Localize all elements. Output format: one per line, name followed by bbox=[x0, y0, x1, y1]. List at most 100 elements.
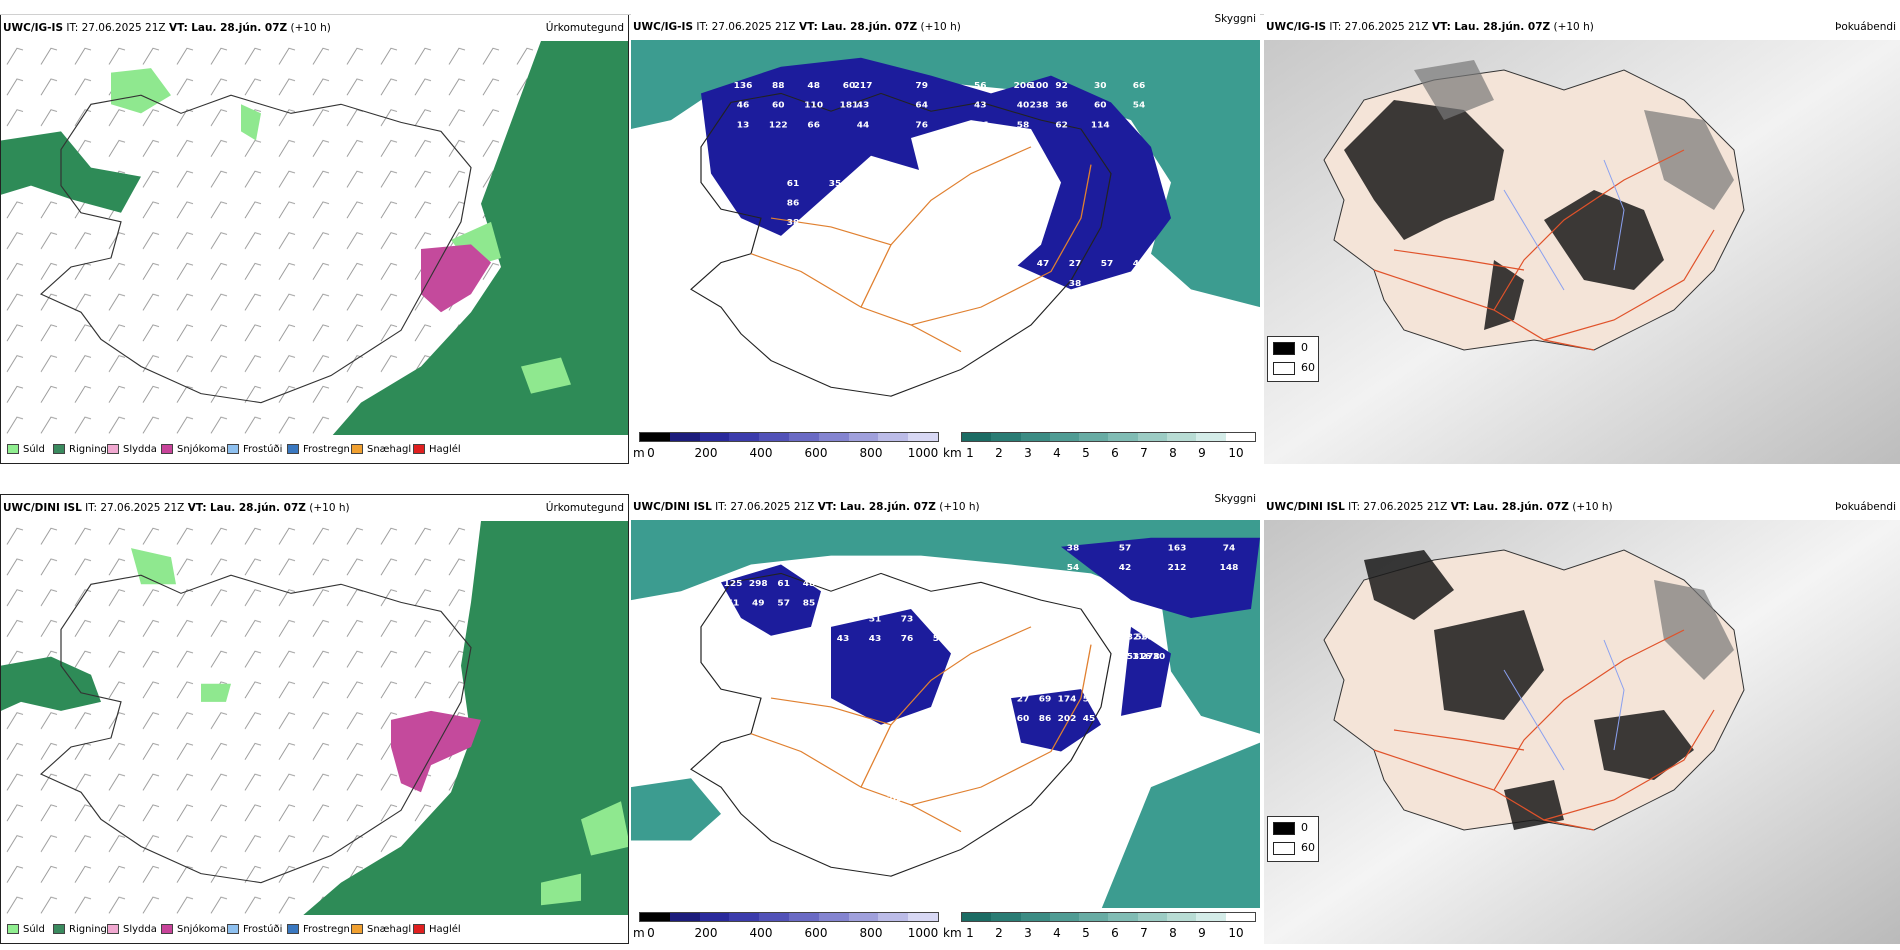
visibility-value: 122 bbox=[769, 121, 788, 130]
visibility-value: 49 bbox=[937, 219, 950, 228]
visibility-value: 79 bbox=[915, 81, 928, 90]
visibility-value: 91 bbox=[904, 795, 917, 804]
valid-label: VT: bbox=[168, 22, 188, 34]
visibility-value: 99 bbox=[937, 179, 950, 188]
legend-item: Frostregn bbox=[287, 444, 350, 456]
visibility-value: 38 bbox=[787, 219, 800, 228]
panel-header: UWC/DINI ISL IT: 27.06.2025 21Z VT: Lau.… bbox=[1, 495, 628, 521]
visibility-value: 49 bbox=[752, 599, 765, 608]
height-tick: 400 bbox=[749, 446, 773, 460]
visibility-tick: 8 bbox=[1169, 926, 1177, 940]
road-network bbox=[1373, 629, 1715, 831]
fog-dense bbox=[1364, 550, 1694, 830]
legend-item: Slydda bbox=[107, 924, 157, 936]
visibility-panel-row2: UWC/DINI ISL IT: 27.06.2025 21Z VT: Lau.… bbox=[631, 494, 1260, 944]
visibility-value: 212 bbox=[1168, 563, 1187, 572]
fog-map[interactable] bbox=[1264, 40, 1900, 464]
visibility-value: 57 bbox=[1119, 544, 1132, 553]
legend-item: Rigning bbox=[53, 924, 107, 936]
colorbar-row: m 0 200 400 600 800 1000 km 1 2 3 4 5 6 … bbox=[631, 428, 1260, 464]
visibility-value: 54 bbox=[1133, 101, 1146, 110]
visibility-value: 38 bbox=[1067, 544, 1080, 553]
visibility-value: 51 bbox=[913, 199, 926, 208]
visibility-value: 148 bbox=[1220, 563, 1239, 572]
visibility-value: 60 bbox=[1094, 101, 1107, 110]
visibility-value: 53 bbox=[1127, 652, 1140, 661]
visibility-tick: 10 bbox=[1228, 446, 1244, 460]
visibility-value: 27 bbox=[1069, 260, 1082, 269]
init-time: IT: 27.06.2025 21Z bbox=[715, 501, 815, 513]
valid-time: Lau. 28.jún. 07Z bbox=[839, 501, 936, 513]
rivers bbox=[1503, 159, 1625, 291]
visibility-value: 181 bbox=[840, 101, 859, 110]
visibility-value: 56 bbox=[974, 81, 987, 90]
visibility-value: 100 bbox=[1030, 81, 1049, 90]
visibility-tick: 6 bbox=[1111, 926, 1119, 940]
rain-area bbox=[331, 41, 628, 437]
fog-title: Þokuábendi bbox=[1835, 21, 1896, 33]
visibility-map[interactable]: 136 217 206 99 61 47 88 79 92 35 35 27 48 56 30 50 75 57 6… bbox=[631, 40, 1260, 430]
lead-time: (+10 h) bbox=[1572, 501, 1613, 513]
visibility-panel-row1: UWC/IG-IS IT: 27.06.2025 21Z VT: Lau. 28… bbox=[631, 14, 1260, 464]
visibility-tick: 5 bbox=[1082, 446, 1090, 460]
visibility-value: 174 bbox=[1058, 695, 1077, 704]
visibility-value: 40 bbox=[1017, 101, 1030, 110]
visibility-value: 87 bbox=[871, 199, 884, 208]
visibility-value: 61 bbox=[787, 179, 800, 188]
visibility-tick: 1 bbox=[966, 926, 974, 940]
visibility-value: 59 bbox=[829, 219, 842, 228]
fog-map[interactable] bbox=[1264, 520, 1900, 944]
visibility-value: 27 bbox=[1017, 695, 1030, 704]
visibility-title: Skyggni bbox=[1214, 14, 1257, 25]
visibility-tick: 1 bbox=[966, 446, 974, 460]
height-unit: m bbox=[633, 926, 645, 940]
visibility-value: 35 bbox=[913, 179, 926, 188]
visibility-value: 111 bbox=[971, 121, 990, 130]
visibility-value: 43 bbox=[869, 635, 882, 644]
legend-item: Rigning bbox=[53, 444, 107, 456]
visibility-colorbar bbox=[961, 432, 1256, 442]
init-time: IT: 27.06.2025 21Z bbox=[85, 502, 185, 514]
precip-map[interactable] bbox=[1, 521, 629, 917]
height-tick: 800 bbox=[859, 446, 883, 460]
visibility-value: 32 bbox=[1127, 633, 1140, 642]
legend-item: Snæhagl bbox=[351, 444, 411, 456]
visibility-value: 35 bbox=[829, 179, 842, 188]
visibility-value: 44 bbox=[969, 199, 982, 208]
visibility-value: 13 bbox=[737, 121, 750, 130]
visibility-value: 76 bbox=[915, 121, 928, 130]
visibility-value: 48 bbox=[807, 81, 820, 90]
fog-moderate bbox=[1654, 580, 1734, 680]
visibility-tick: 6 bbox=[1111, 446, 1119, 460]
visibility-value: 36 bbox=[887, 795, 900, 804]
snow-area bbox=[391, 710, 481, 793]
visibility-tick: 10 bbox=[1228, 926, 1244, 940]
legend-item: Frostúði bbox=[227, 924, 282, 936]
precip-map[interactable] bbox=[1, 41, 629, 437]
visibility-value: 43 bbox=[837, 635, 850, 644]
visibility-tick: 2 bbox=[995, 446, 1003, 460]
visibility-value: 50 bbox=[913, 775, 926, 784]
rain-area-west bbox=[1, 656, 101, 711]
precip-title: Úrkomutegund bbox=[545, 22, 624, 34]
visibility-value: 47 bbox=[937, 199, 950, 208]
visibility-map[interactable]: 125 37 38 27 32 472 298 51 57 69 59 63 61 73 163 174 201… bbox=[631, 520, 1260, 910]
init-time: IT: 27.06.2025 21Z bbox=[1348, 501, 1448, 513]
height-tick: 600 bbox=[804, 446, 828, 460]
valid-label: VT: bbox=[187, 502, 207, 514]
visibility-value: 87 bbox=[969, 219, 982, 228]
visibility-value: 50 bbox=[1001, 179, 1014, 188]
legend-item: Haglél bbox=[413, 924, 461, 936]
fog-dense bbox=[1344, 100, 1664, 330]
colorbar-row: m 0 200 400 600 800 1000 km 1 2 3 4 5 6 … bbox=[631, 908, 1260, 944]
visibility-value: 48 bbox=[803, 579, 816, 588]
visibility-value: 70 bbox=[933, 615, 946, 624]
fog-moderate bbox=[1414, 60, 1734, 210]
visibility-value: 47 bbox=[1037, 260, 1050, 269]
visibility-value: 74 bbox=[1223, 544, 1236, 553]
legend-item: Haglél bbox=[413, 444, 461, 456]
fog-legend: 0 60 bbox=[1267, 816, 1319, 862]
lead-time: (+10 h) bbox=[939, 501, 980, 513]
panel-header: UWC/IG-IS IT: 27.06.2025 21Z VT: Lau. 28… bbox=[1, 15, 628, 41]
visibility-value: 217 bbox=[854, 81, 873, 90]
